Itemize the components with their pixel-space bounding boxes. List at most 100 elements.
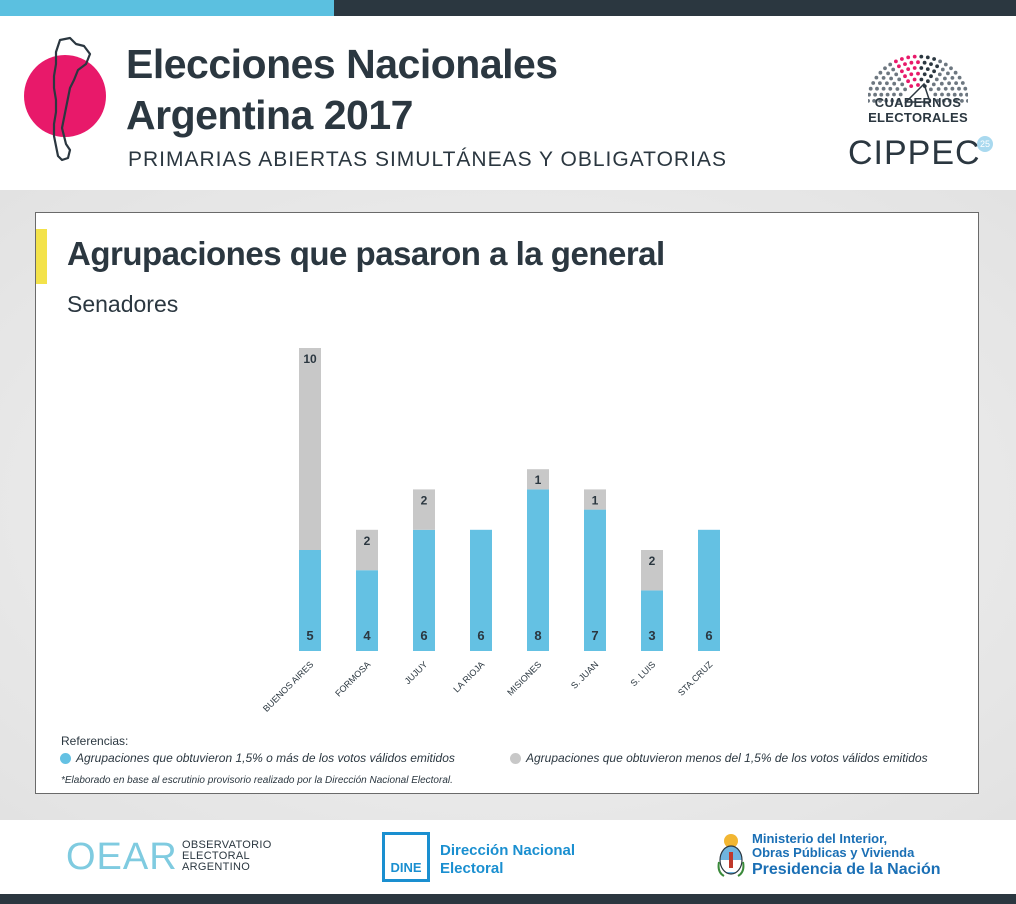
parliament-dot bbox=[929, 87, 933, 92]
x-tick-label: JUJUY bbox=[403, 659, 430, 686]
brand-line2: ELECTORALES bbox=[868, 110, 968, 125]
parliament-dot bbox=[895, 87, 900, 91]
parliament-dot bbox=[947, 98, 952, 103]
parliament-dot bbox=[963, 86, 968, 91]
dine-logo: DINE bbox=[382, 832, 430, 882]
top-bar-accent bbox=[0, 0, 334, 16]
bar-above-threshold bbox=[584, 509, 606, 651]
parliament-dot bbox=[873, 92, 877, 97]
bar-value-label: 2 bbox=[364, 534, 371, 548]
bar-below-threshold bbox=[527, 469, 549, 490]
parliament-dot bbox=[933, 92, 938, 97]
parliament-dot bbox=[926, 79, 930, 84]
parliament-dot bbox=[909, 60, 914, 65]
parliament-dot bbox=[925, 55, 930, 60]
bar-above-threshold bbox=[641, 590, 663, 651]
parliament-dot bbox=[881, 86, 886, 91]
legend-swatch-gray bbox=[510, 752, 521, 764]
x-tick-label: S. LUIS bbox=[628, 659, 657, 688]
parliament-dot bbox=[954, 81, 958, 85]
parliament-dot bbox=[940, 92, 944, 97]
x-tick-label: STA.CRUZ bbox=[676, 659, 715, 698]
parliament-dot bbox=[935, 64, 939, 69]
parliament-dot bbox=[903, 74, 907, 79]
dine-logo-label: DINE bbox=[390, 860, 422, 875]
parliament-dot bbox=[922, 72, 927, 77]
parliament-dot bbox=[934, 77, 939, 82]
parliament-dot bbox=[947, 81, 951, 86]
parliament-dot bbox=[888, 86, 893, 91]
footnote: *Elaborado en base al escrutinio proviso… bbox=[61, 775, 453, 786]
bar-above-threshold bbox=[527, 489, 549, 651]
legend-label-above: Agrupaciones que obtuvieron 1,5% o más d… bbox=[76, 751, 455, 765]
parliament-dot bbox=[954, 99, 958, 103]
parliament-dot bbox=[872, 99, 876, 103]
parliament-dot bbox=[878, 99, 882, 103]
bar-above-threshold bbox=[356, 570, 378, 651]
legend-item-above: Agrupaciones que obtuvieron 1,5% o más d… bbox=[60, 751, 455, 765]
parliament-dot bbox=[892, 92, 896, 97]
brand-line1: CUADERNOS bbox=[874, 95, 962, 110]
parliament-dot bbox=[929, 74, 933, 79]
parliament-dot bbox=[960, 81, 965, 85]
parliament-dots-icon bbox=[868, 54, 968, 103]
oear-line2: ELECTORAL bbox=[182, 850, 250, 862]
bottom-bar bbox=[0, 894, 1016, 904]
parliament-dot bbox=[922, 60, 927, 65]
parliament-dot bbox=[916, 60, 920, 65]
parliament-dot bbox=[943, 62, 948, 67]
oear-line3: ARGENTINO bbox=[182, 861, 251, 873]
brand-logo-text: CIPPEC bbox=[848, 134, 981, 172]
title-accent-bar bbox=[36, 229, 47, 284]
bar-above-threshold bbox=[299, 550, 321, 651]
x-tick-label: BUENOS AIRES bbox=[261, 659, 315, 713]
bar-value-label: 8 bbox=[534, 628, 541, 643]
oear-logo-caption: OBSERVATORIO ELECTORAL ARGENTINO bbox=[182, 840, 272, 873]
bar-below-threshold bbox=[641, 550, 663, 591]
parliament-dot bbox=[885, 81, 889, 86]
parliament-dot bbox=[916, 71, 920, 76]
bar-below-threshold bbox=[584, 489, 606, 510]
parliament-dot bbox=[966, 99, 968, 103]
x-tick-label: S. JUAN bbox=[569, 659, 600, 690]
parliament-dot bbox=[894, 72, 899, 77]
parliament-dot bbox=[884, 98, 889, 103]
parliament-dot bbox=[903, 87, 907, 92]
parliament-dot bbox=[916, 83, 920, 87]
chart-subtitle: Senadores bbox=[67, 291, 179, 317]
parliament-dot bbox=[929, 62, 933, 66]
bar-value-label: 10 bbox=[303, 352, 317, 366]
bar-chart: 5 10 BUENOS AIRES 4 2 FORMOSA 6 2 JUJUY 6 LA RIOJA… bbox=[261, 348, 720, 714]
parliament-dot bbox=[881, 76, 886, 80]
bar-value-label: 6 bbox=[705, 628, 712, 643]
parliament-dot bbox=[897, 64, 901, 69]
bar-below-threshold bbox=[413, 489, 435, 530]
parliament-dot bbox=[868, 86, 873, 91]
bar-value-label: 6 bbox=[477, 628, 484, 643]
parliament-dot bbox=[875, 86, 879, 91]
parliament-dot bbox=[936, 87, 941, 91]
bar-value-label: 5 bbox=[306, 628, 313, 643]
header: Elecciones Nacionales Argentina 2017 PRI… bbox=[0, 16, 1016, 190]
coat-of-arms-icon bbox=[717, 834, 745, 877]
parliament-dot bbox=[938, 59, 942, 64]
parliament-dot bbox=[900, 82, 905, 87]
parliament-dot bbox=[868, 92, 871, 97]
parliament-dot bbox=[941, 98, 946, 103]
parliament-dot bbox=[891, 67, 896, 72]
parliament-dot bbox=[878, 70, 883, 75]
parliament-dot bbox=[906, 55, 911, 60]
parliament-dot bbox=[909, 72, 914, 77]
parliament-dot bbox=[892, 81, 897, 86]
parliament-dot bbox=[871, 81, 876, 85]
page-subtitle: PRIMARIAS ABIERTAS SIMULTÁNEAS Y OBLIGAT… bbox=[128, 148, 727, 171]
top-bar bbox=[0, 0, 1016, 16]
parliament-dot bbox=[906, 67, 911, 71]
bar-above-threshold bbox=[698, 529, 720, 651]
parliament-dot bbox=[912, 77, 917, 82]
bar-value-label: 2 bbox=[421, 493, 428, 507]
parliament-dot bbox=[919, 66, 924, 70]
parliament-dot bbox=[946, 71, 950, 76]
parliament-dot bbox=[900, 57, 904, 61]
bar-value-label: 4 bbox=[363, 628, 371, 643]
